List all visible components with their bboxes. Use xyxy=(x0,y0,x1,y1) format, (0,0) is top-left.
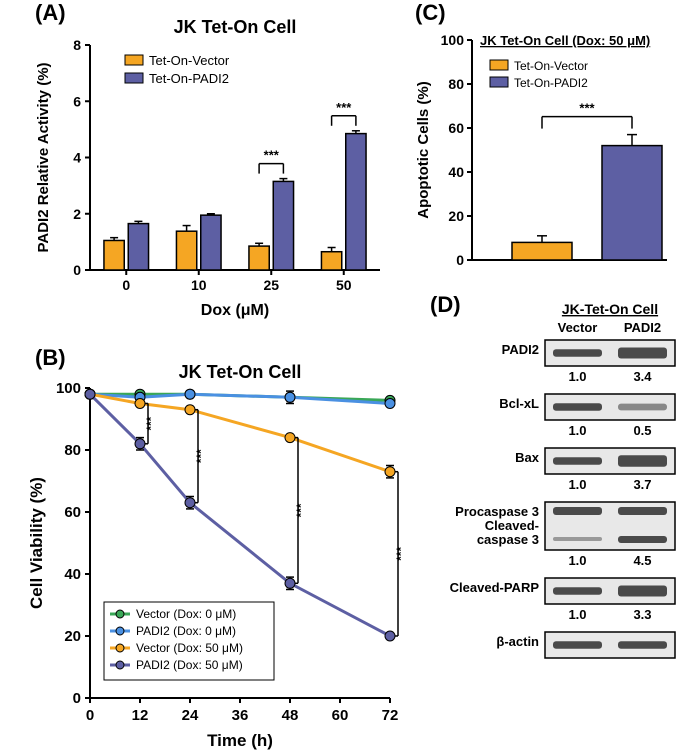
svg-text:Vector: Vector xyxy=(558,320,598,335)
svg-text:Time (h): Time (h) xyxy=(207,731,273,750)
svg-text:1.0: 1.0 xyxy=(568,477,586,492)
svg-text:JK Tet-On Cell: JK Tet-On Cell xyxy=(174,17,297,37)
svg-text:20: 20 xyxy=(64,628,81,645)
svg-text:25: 25 xyxy=(263,277,279,293)
svg-text:PADI2 (Dox: 0 μM): PADI2 (Dox: 0 μM) xyxy=(136,624,236,638)
svg-text:Tet-On-PADI2: Tet-On-PADI2 xyxy=(514,76,588,90)
svg-text:***: *** xyxy=(294,503,308,517)
svg-text:Apoptotic Cells (%): Apoptotic Cells (%) xyxy=(415,81,432,219)
svg-text:***: *** xyxy=(264,148,280,163)
svg-text:Vector (Dox: 0 μM): Vector (Dox: 0 μM) xyxy=(136,607,236,621)
svg-text:Procaspase 3: Procaspase 3 xyxy=(455,504,539,519)
svg-text:40: 40 xyxy=(64,566,81,583)
panel-a-chart: JK Tet-On Cell 0 2 4 6 8 PADI2 Relative Activi… xyxy=(30,15,395,325)
svg-text:PADI2: PADI2 xyxy=(624,320,661,335)
svg-text:Tet-On-Vector: Tet-On-Vector xyxy=(149,53,230,68)
svg-text:3.3: 3.3 xyxy=(633,607,651,622)
svg-text:PADI2 Relative Activity (%): PADI2 Relative Activity (%) xyxy=(35,62,52,252)
svg-text:10: 10 xyxy=(191,277,207,293)
svg-text:Bcl-xL: Bcl-xL xyxy=(499,396,539,411)
svg-text:4.5: 4.5 xyxy=(633,553,651,568)
svg-text:Tet-On-Vector: Tet-On-Vector xyxy=(514,59,588,73)
svg-text:JK Tet-On Cell: JK Tet-On Cell xyxy=(179,362,302,382)
svg-text:0.5: 0.5 xyxy=(633,423,651,438)
svg-text:***: *** xyxy=(394,547,408,561)
svg-text:2: 2 xyxy=(73,206,81,222)
svg-text:72: 72 xyxy=(382,707,399,724)
svg-text:JK-Tet-On Cell: JK-Tet-On Cell xyxy=(562,301,658,317)
svg-text:100: 100 xyxy=(56,380,81,397)
svg-text:PADI2: PADI2 xyxy=(502,342,539,357)
svg-text:60: 60 xyxy=(448,120,464,136)
svg-text:***: *** xyxy=(579,101,595,116)
svg-text:β-actin: β-actin xyxy=(496,634,539,649)
svg-text:Bax: Bax xyxy=(515,450,540,465)
svg-text:0: 0 xyxy=(86,707,94,724)
svg-text:24: 24 xyxy=(182,707,199,724)
svg-text:Vector (Dox: 50 μM): Vector (Dox: 50 μM) xyxy=(136,641,243,655)
svg-text:***: *** xyxy=(144,416,158,430)
svg-text:3.4: 3.4 xyxy=(633,369,652,384)
panel-d-blots: JK-Tet-On Cell Vector PADI2 PADI2 1.0 3.4 Bcl-… xyxy=(420,300,685,755)
svg-text:6: 6 xyxy=(73,93,81,109)
svg-text:caspase 3: caspase 3 xyxy=(477,532,539,547)
svg-text:100: 100 xyxy=(441,32,465,48)
svg-text:1.0: 1.0 xyxy=(568,553,586,568)
svg-text:8: 8 xyxy=(73,37,81,53)
svg-text:0: 0 xyxy=(122,277,130,293)
svg-text:JK Tet-On Cell (Dox: 50 μM): JK Tet-On Cell (Dox: 50 μM) xyxy=(480,33,650,48)
svg-text:1.0: 1.0 xyxy=(568,607,586,622)
svg-text:48: 48 xyxy=(282,707,299,724)
svg-text:0: 0 xyxy=(73,690,81,707)
svg-text:36: 36 xyxy=(232,707,249,724)
svg-text:0: 0 xyxy=(73,262,81,278)
svg-text:20: 20 xyxy=(448,208,464,224)
svg-text:3.7: 3.7 xyxy=(633,477,651,492)
panel-c-chart: 0 20 40 60 80 100 Apoptotic Cells (%) JK Tet-On… xyxy=(410,20,685,290)
svg-text:***: *** xyxy=(194,449,208,463)
svg-text:Dox (μM): Dox (μM) xyxy=(201,302,269,319)
svg-text:60: 60 xyxy=(332,707,349,724)
svg-text:80: 80 xyxy=(64,442,81,459)
svg-text:80: 80 xyxy=(448,76,464,92)
svg-text:PADI2 (Dox: 50 μM): PADI2 (Dox: 50 μM) xyxy=(136,658,243,672)
svg-text:***: *** xyxy=(336,100,352,115)
svg-text:1.0: 1.0 xyxy=(568,423,586,438)
svg-text:40: 40 xyxy=(448,164,464,180)
svg-text:Cleaved-: Cleaved- xyxy=(485,518,539,533)
svg-text:0: 0 xyxy=(456,252,464,268)
svg-text:1.0: 1.0 xyxy=(568,369,586,384)
svg-text:50: 50 xyxy=(336,277,352,293)
svg-text:12: 12 xyxy=(132,707,149,724)
panel-b-chart: JK Tet-On Cell 0 20 40 60 80 100 Cell Viability… xyxy=(18,360,413,755)
svg-text:Cleaved-PARP: Cleaved-PARP xyxy=(450,580,540,595)
svg-text:Cell Viability (%): Cell Viability (%) xyxy=(27,477,46,609)
svg-text:Tet-On-PADI2: Tet-On-PADI2 xyxy=(149,71,229,86)
svg-text:60: 60 xyxy=(64,504,81,521)
svg-text:4: 4 xyxy=(73,150,81,166)
